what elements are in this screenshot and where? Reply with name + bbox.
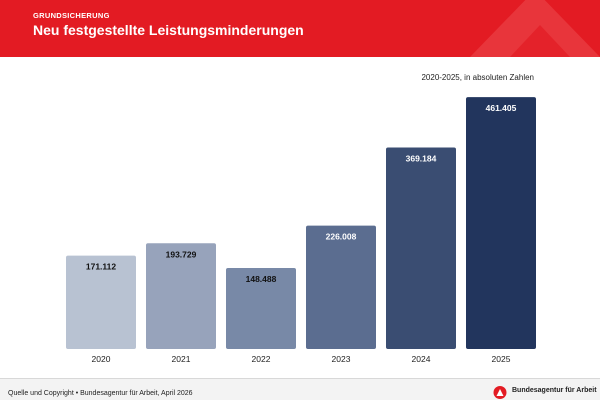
value-label-2020: 171.112 [86, 262, 117, 272]
x-tick-2020: 2020 [92, 354, 111, 364]
header-banner: GRUNDSICHERUNG Neu festgestellte Leistun… [0, 0, 600, 57]
footer-divider [0, 378, 600, 379]
bar-2021 [146, 243, 216, 349]
bar-2025 [466, 97, 536, 349]
value-label-2022: 148.488 [246, 274, 277, 284]
header-watermark-icon [470, 0, 600, 57]
page-title: Neu festgestellte Leistungsminderungen [33, 22, 304, 38]
header-background [0, 0, 600, 57]
x-tick-2024: 2024 [412, 354, 431, 364]
footer-bar [0, 379, 600, 400]
value-label-2023: 226.008 [326, 232, 357, 242]
bar-chart: 171.112 2020 193.729 2021 148.488 2022 226.008… [66, 97, 536, 364]
x-tick-2021: 2021 [172, 354, 191, 364]
x-tick-2022: 2022 [252, 354, 271, 364]
value-label-2021: 193.729 [166, 249, 197, 259]
x-tick-2023: 2023 [332, 354, 351, 364]
bar-2020 [66, 255, 136, 349]
bar-2024 [386, 147, 456, 349]
value-label-2024: 369.184 [406, 153, 437, 163]
bar-2023 [306, 225, 376, 349]
ba-logo-mark [496, 389, 504, 396]
ba-logo-text: Bundesagentur für Arbeit [512, 387, 597, 394]
value-label-2025: 461.405 [486, 103, 517, 113]
chart-subtitle: 2020-2025, in absoluten Zahlen [421, 73, 534, 82]
header-watermark-inner-icon [510, 25, 570, 57]
bar-2022 [226, 267, 296, 349]
header-overline: GRUNDSICHERUNG [33, 11, 110, 20]
footer-source: Quelle und Copyright • Bundesagentur für… [8, 390, 193, 397]
ba-logo-icon [493, 386, 507, 399]
x-tick-2025: 2025 [492, 354, 511, 364]
